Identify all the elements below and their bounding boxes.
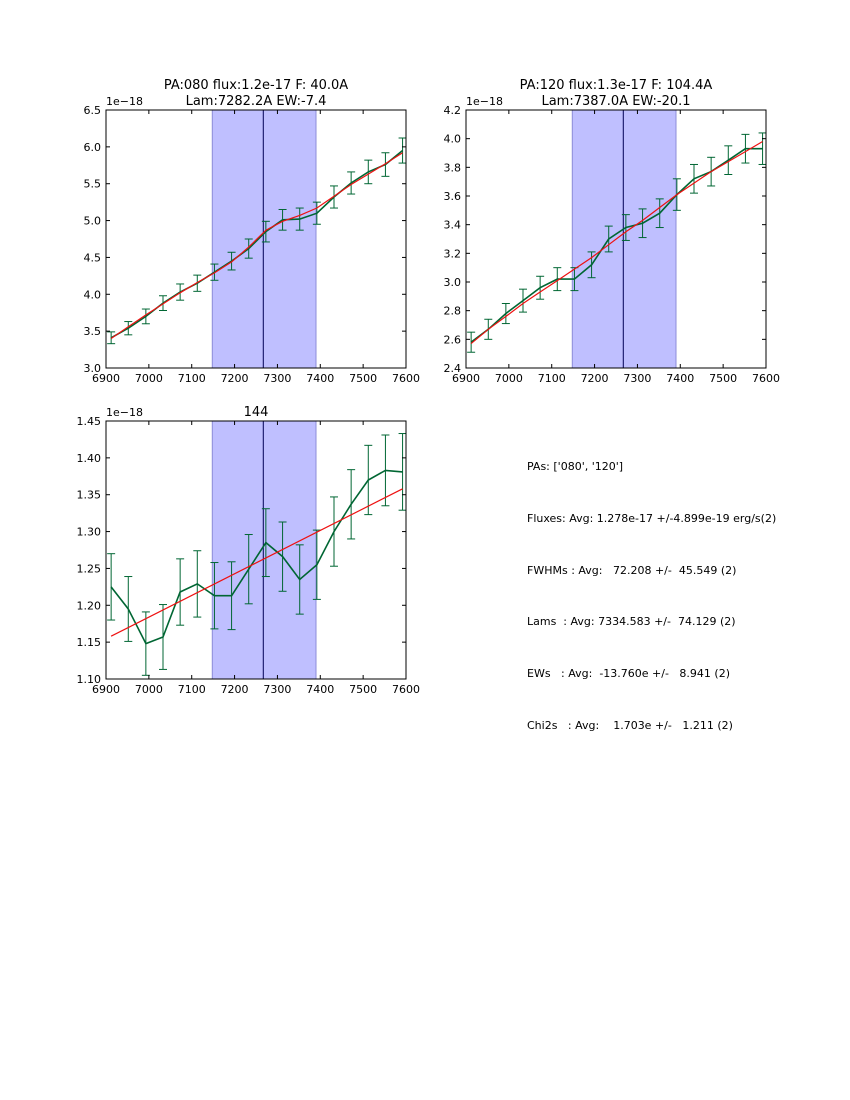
chart-1-ytick-label: 4.0 (84, 288, 102, 301)
stats-ews: EWs : Avg: -13.760e +/- 8.941 (2) (527, 667, 730, 681)
chart-2-offset-label: 1e−18 (466, 95, 503, 108)
chart-1-ytick-label: 3.0 (84, 362, 102, 375)
chart-3-band (211, 421, 317, 679)
chart-3-offset-label: 1e−18 (106, 406, 143, 419)
chart-1-fit-line (110, 152, 403, 339)
chart-2-ytick-label: 3.2 (444, 247, 462, 260)
chart-1-xtick-label: 7000 (135, 372, 163, 385)
stats-chi2s: Chi2s : Avg: 1.703e +/- 1.211 (2) (527, 718, 733, 732)
chart-3-data-line (110, 469, 403, 645)
chart-1-band (211, 110, 317, 368)
chart-1-ytick-label: 5.0 (84, 215, 102, 228)
chart-3-xtick-label: 7200 (221, 683, 249, 696)
chart-1-title: Lam:7282.2A EW:-7.4 (186, 94, 327, 109)
chart-3-ytick-label: 1.30 (77, 526, 102, 539)
stats-panel: PAs: ['080', '120'] Fluxes: Avg: 1.278e-… (527, 433, 776, 757)
stats-lams: Lams : Avg: 7334.583 +/- 74.129 (2) (527, 615, 736, 629)
chart-3-ytick-label: 1.35 (77, 489, 102, 502)
chart-3-xtick-label: 6900 (92, 683, 120, 696)
chart-3-xtick-label: 7100 (178, 683, 206, 696)
chart-3-ytick-label: 1.15 (77, 636, 102, 649)
chart-2-xtick-label: 6900 (452, 372, 480, 385)
chart-1-ytick-label: 5.5 (84, 178, 102, 191)
chart-1-ytick-label: 6.5 (84, 104, 102, 117)
chart-2-ytick-label: 2.8 (444, 305, 462, 318)
chart-2-ytick-label: 2.4 (444, 362, 462, 375)
chart-2-xtick-label: 7200 (581, 372, 609, 385)
chart-2-xtick-label: 7100 (538, 372, 566, 385)
chart-2-ytick-label: 4.2 (444, 104, 462, 117)
chart-2-fit-line (470, 140, 763, 345)
chart-3-ytick-label: 1.40 (77, 452, 102, 465)
chart-2-ytick-label: 3.8 (444, 161, 462, 174)
chart-3-title: 144 (244, 405, 269, 420)
chart-1-xtick-label: 7300 (263, 372, 291, 385)
chart-2-ytick-label: 3.6 (444, 190, 462, 203)
chart-2-ytick-label: 2.6 (444, 333, 462, 346)
stats-fwhms: FWHMs : Avg: 72.208 +/- 45.549 (2) (527, 563, 737, 577)
chart-1-ytick-label: 6.0 (84, 141, 102, 154)
chart-3-xtick-label: 7000 (135, 683, 163, 696)
chart-2-frame (465, 109, 767, 369)
chart-2-xtick-label: 7400 (666, 372, 694, 385)
chart-1-xtick-label: 7100 (178, 372, 206, 385)
chart-1-xtick-label: 7600 (392, 372, 420, 385)
chart-3-xtick-label: 7600 (392, 683, 420, 696)
chart-3-xtick-label: 7300 (263, 683, 291, 696)
chart-2-xtick-label: 7000 (495, 372, 523, 385)
chart-2-band (571, 110, 677, 368)
chart-2-ytick-label: 3.4 (444, 219, 462, 232)
chart-1-frame (105, 109, 407, 369)
chart-1-plot-area (107, 110, 406, 368)
chart-2-plot-area (467, 110, 766, 368)
chart-2-title: PA:120 flux:1.3e-17 F: 104.4A (520, 78, 713, 93)
chart-3: 6900 7000 7100 7200 7300 7400 7500 7600 1.10 1.15… (77, 405, 421, 696)
chart-1-xtick-label: 7400 (306, 372, 334, 385)
chart-3-xtick-label: 7400 (306, 683, 334, 696)
chart-3-ytick-label: 1.10 (77, 673, 102, 686)
chart-2-xtick-label: 7300 (623, 372, 651, 385)
chart-2-ytick-label: 4.0 (444, 133, 462, 146)
chart-3-plot-area (107, 421, 406, 679)
chart-1-title: PA:080 flux:1.2e-17 F: 40.0A (164, 78, 348, 93)
stats-pas: PAs: ['080', '120'] (527, 460, 624, 473)
chart-2-ytick-label: 3.0 (444, 276, 462, 289)
chart-1-offset-label: 1e−18 (106, 95, 143, 108)
stats-fluxes: Fluxes: Avg: 1.278e-17 +/-4.899e-19 erg/… (527, 511, 777, 525)
chart-2-xtick-label: 7500 (709, 372, 737, 385)
chart-3-xtick-label: 7500 (349, 683, 377, 696)
chart-2: 6900 7000 7100 7200 7300 7400 7500 7600 2.4 2.6 2.… (444, 78, 781, 385)
chart-1-ytick-label: 3.5 (84, 325, 102, 338)
chart-1-xtick-label: 6900 (92, 372, 120, 385)
chart-3-ytick-label: 1.25 (77, 562, 102, 575)
chart-3-ytick-label: 1.45 (77, 415, 102, 428)
chart-1-xtick-label: 7200 (221, 372, 249, 385)
chart-2-xtick-label: 7600 (752, 372, 780, 385)
chart-1-ytick-label: 4.5 (84, 251, 102, 264)
chart-3-ytick-label: 1.20 (77, 599, 102, 612)
chart-3-fit-line (110, 488, 403, 637)
chart-2-title: Lam:7387.0A EW:-20.1 (541, 94, 690, 109)
chart-1-xtick-label: 7500 (349, 372, 377, 385)
chart-1: 6900 7000 7100 7200 7300 7400 7500 7600 3.0 3.5 4.… (84, 78, 421, 385)
chart-3-frame (105, 420, 407, 680)
